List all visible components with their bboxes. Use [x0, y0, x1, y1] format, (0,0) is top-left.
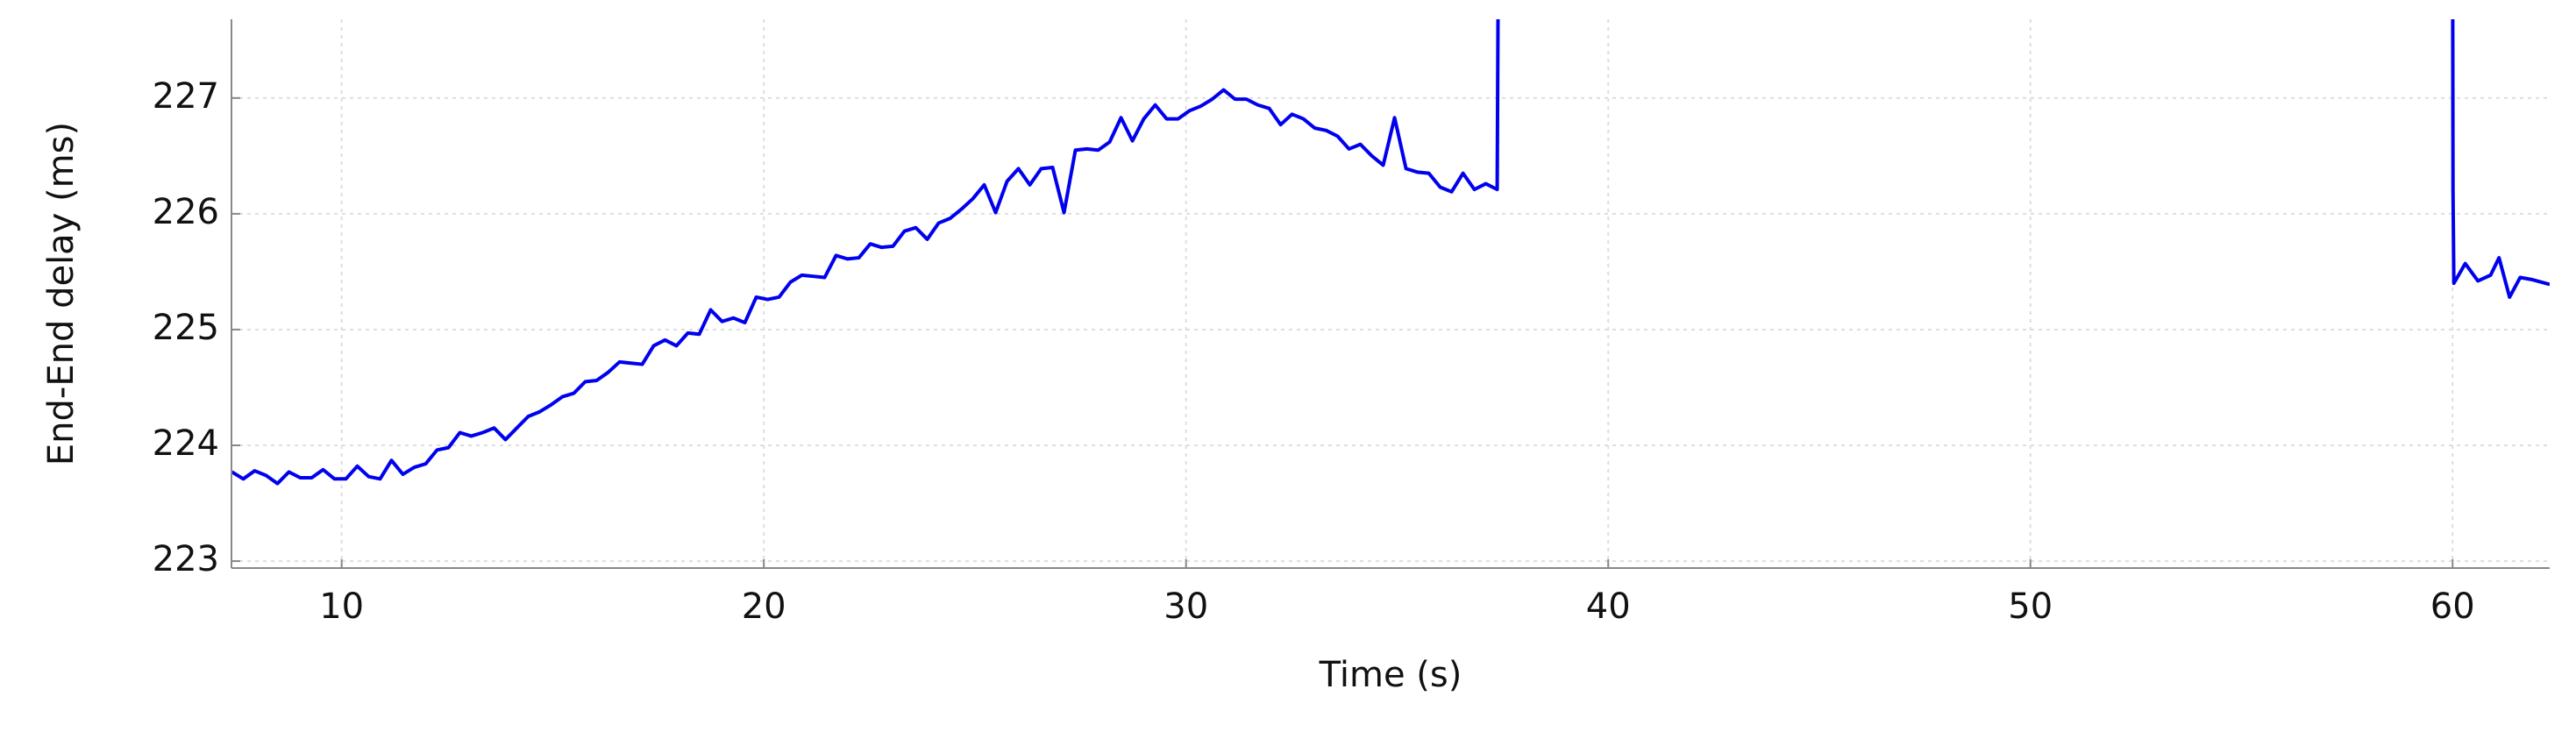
- x-tick-label: 50: [2008, 586, 2053, 627]
- data-line: [231, 19, 2550, 486]
- x-tick-label: 20: [742, 586, 786, 627]
- ticks: 223 224 225 226 227 10 20 30 40 50 60: [153, 76, 2475, 627]
- y-tick-label: 224: [153, 423, 219, 464]
- x-tick-label: 60: [2430, 586, 2475, 627]
- x-tick-label: 40: [1586, 586, 1631, 627]
- x-tick-label: 10: [319, 586, 364, 627]
- y-tick-label: 227: [153, 76, 219, 117]
- plot-area: [231, 19, 2550, 486]
- x-tick-label: 30: [1163, 586, 1208, 627]
- x-axis-label: Time (s): [1319, 655, 1462, 695]
- grid: [231, 19, 2550, 568]
- y-tick-label: 225: [153, 308, 219, 348]
- y-tick-label: 226: [153, 192, 219, 232]
- y-tick-label: 223: [153, 539, 219, 579]
- y-axis-label: End-End delay (ms): [41, 122, 82, 465]
